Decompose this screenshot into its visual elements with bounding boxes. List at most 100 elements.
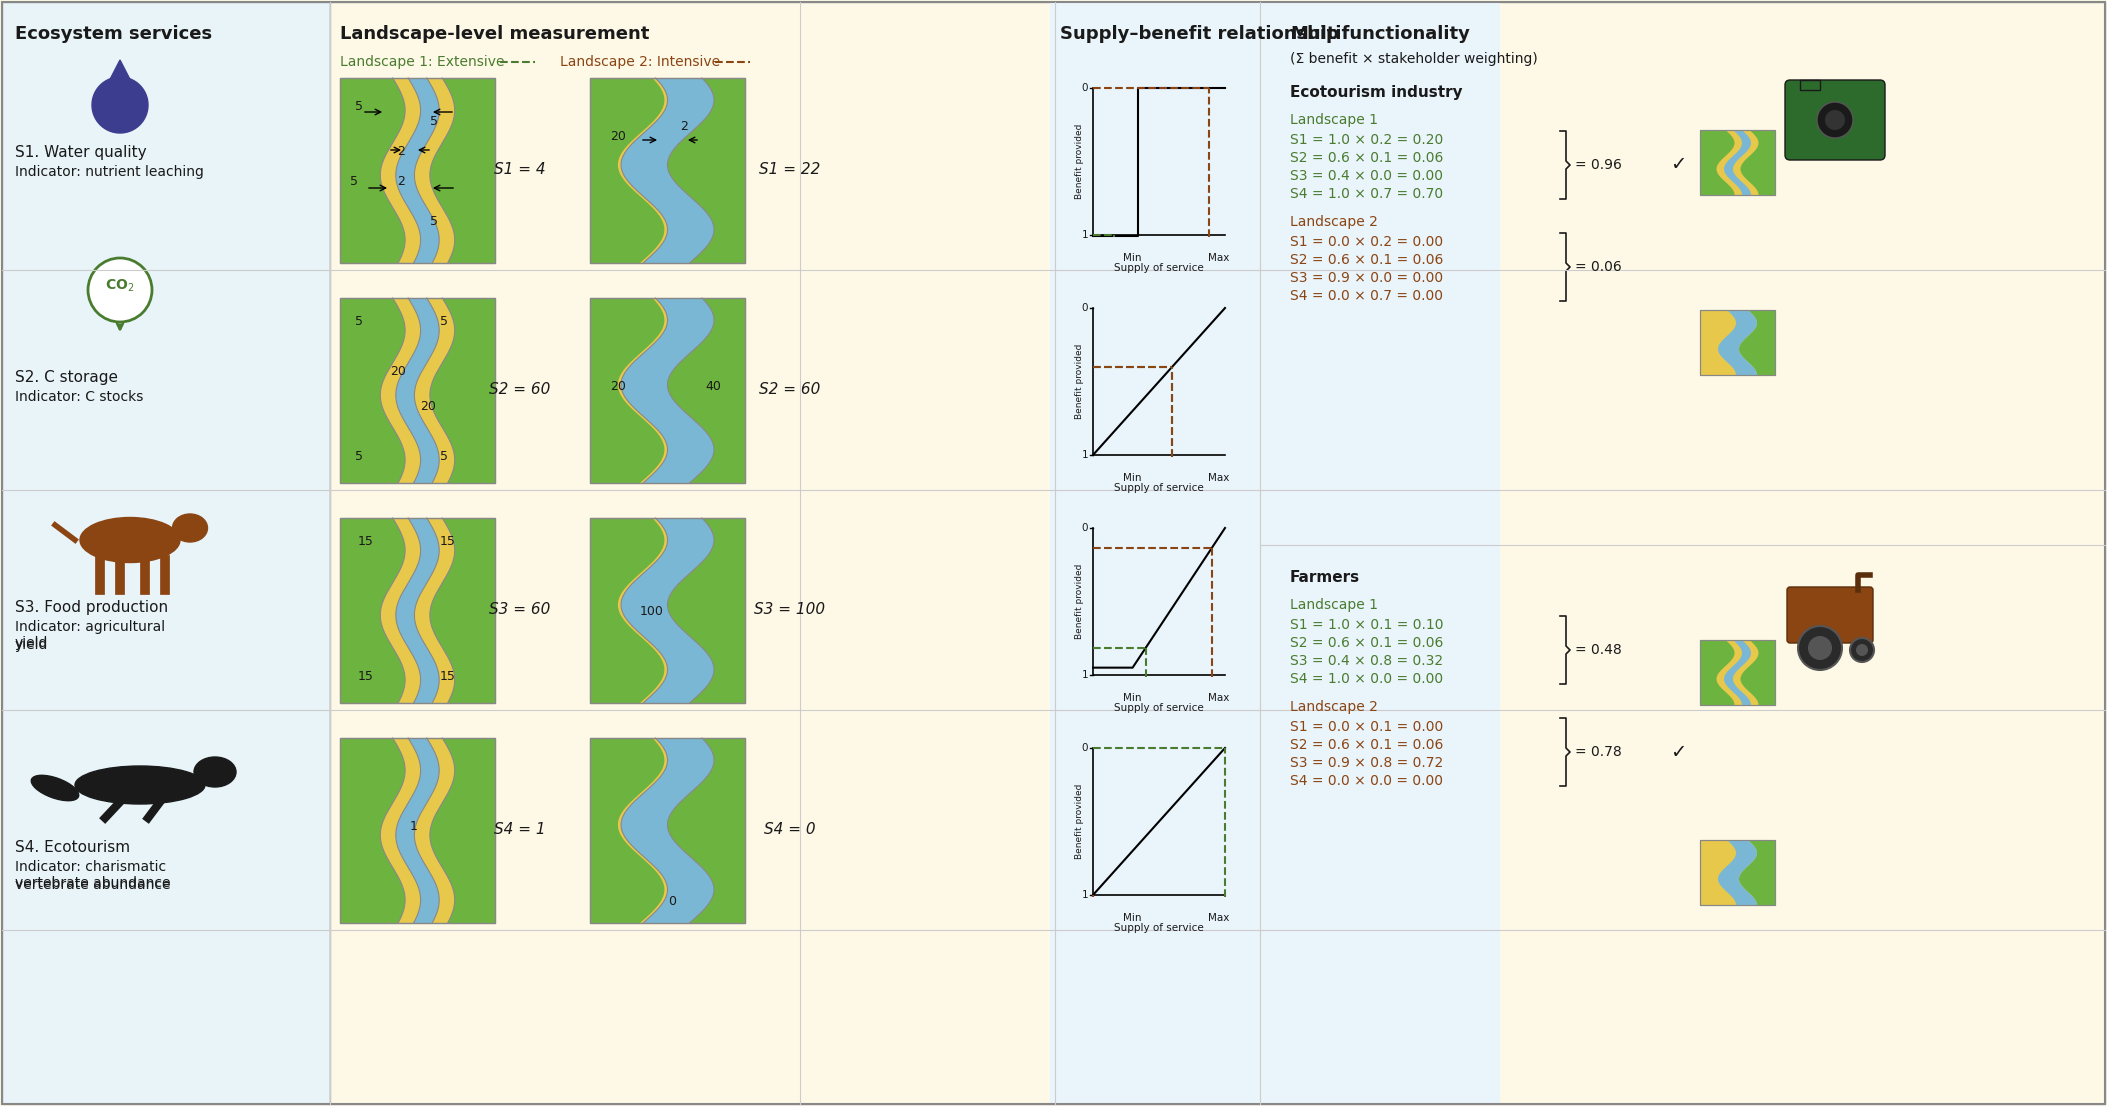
Polygon shape bbox=[430, 518, 495, 703]
Polygon shape bbox=[396, 298, 438, 483]
Polygon shape bbox=[1700, 131, 1734, 195]
Text: S3 = 0.4 × 0.0 = 0.00: S3 = 0.4 × 0.0 = 0.00 bbox=[1289, 169, 1443, 182]
Text: Supply of service: Supply of service bbox=[1115, 703, 1203, 713]
Polygon shape bbox=[1724, 640, 1751, 705]
Text: S1 = 4: S1 = 4 bbox=[495, 163, 546, 177]
Polygon shape bbox=[1738, 310, 1774, 375]
Text: Landscape 2: Landscape 2 bbox=[1289, 700, 1378, 714]
Text: 0: 0 bbox=[668, 895, 676, 908]
FancyBboxPatch shape bbox=[2, 2, 331, 1104]
Text: S2 = 0.6 × 0.1 = 0.06: S2 = 0.6 × 0.1 = 0.06 bbox=[1289, 253, 1443, 267]
Bar bbox=[1064, 520, 1235, 705]
Polygon shape bbox=[1724, 131, 1751, 195]
Text: 100: 100 bbox=[641, 605, 664, 618]
Polygon shape bbox=[668, 518, 746, 703]
Polygon shape bbox=[339, 79, 405, 263]
Bar bbox=[1799, 80, 1820, 90]
Text: Ecosystem services: Ecosystem services bbox=[15, 25, 213, 43]
Text: S4. Ecotourism: S4. Ecotourism bbox=[15, 839, 131, 855]
Polygon shape bbox=[430, 738, 495, 924]
Text: Max: Max bbox=[1207, 473, 1228, 483]
Text: S4 = 1.0 × 0.7 = 0.70: S4 = 1.0 × 0.7 = 0.70 bbox=[1289, 187, 1443, 201]
Bar bbox=[1700, 310, 1774, 375]
Bar bbox=[1700, 839, 1774, 905]
Polygon shape bbox=[622, 79, 714, 263]
Text: S4 = 0: S4 = 0 bbox=[765, 823, 815, 837]
Bar bbox=[1700, 131, 1774, 195]
Text: Min: Min bbox=[1123, 693, 1142, 703]
Bar bbox=[590, 518, 746, 703]
Text: 2: 2 bbox=[396, 145, 405, 158]
Polygon shape bbox=[622, 518, 714, 703]
Text: Max: Max bbox=[1207, 912, 1228, 924]
Text: S3 = 100: S3 = 100 bbox=[754, 603, 826, 617]
Text: Landscape 2: Intensive: Landscape 2: Intensive bbox=[560, 55, 721, 69]
Circle shape bbox=[1856, 644, 1869, 656]
Bar bbox=[339, 738, 495, 924]
Bar bbox=[590, 518, 746, 703]
Text: 5: 5 bbox=[440, 315, 449, 328]
Text: S2 = 0.6 × 0.1 = 0.06: S2 = 0.6 × 0.1 = 0.06 bbox=[1289, 152, 1443, 165]
Text: Supply of service: Supply of service bbox=[1115, 483, 1203, 493]
Text: 2: 2 bbox=[681, 119, 687, 133]
FancyBboxPatch shape bbox=[1049, 2, 1500, 1104]
Circle shape bbox=[1850, 638, 1873, 662]
Text: ✓: ✓ bbox=[1671, 742, 1686, 762]
Bar bbox=[339, 298, 495, 483]
Text: 1: 1 bbox=[1081, 670, 1087, 680]
Text: Farmers: Farmers bbox=[1289, 570, 1361, 585]
Text: 5: 5 bbox=[430, 215, 438, 228]
Polygon shape bbox=[590, 518, 664, 703]
Text: 20: 20 bbox=[611, 380, 626, 393]
Text: Supply–benefit relationship: Supply–benefit relationship bbox=[1060, 25, 1338, 43]
Bar bbox=[339, 79, 495, 263]
Polygon shape bbox=[668, 298, 746, 483]
Text: Benefit provided: Benefit provided bbox=[1075, 564, 1085, 639]
Text: Landscape 1: Landscape 1 bbox=[1289, 598, 1378, 612]
Text: 0: 0 bbox=[1081, 743, 1087, 753]
Text: S1 = 1.0 × 0.2 = 0.20: S1 = 1.0 × 0.2 = 0.20 bbox=[1289, 133, 1443, 147]
Polygon shape bbox=[93, 77, 147, 133]
Text: = 0.48: = 0.48 bbox=[1576, 643, 1622, 657]
Polygon shape bbox=[1740, 640, 1774, 705]
Text: Landscape 2: Landscape 2 bbox=[1289, 215, 1378, 229]
Polygon shape bbox=[1700, 640, 1734, 705]
Text: (Σ benefit × stakeholder weighting): (Σ benefit × stakeholder weighting) bbox=[1289, 52, 1538, 66]
Polygon shape bbox=[1717, 839, 1757, 905]
Text: Ecotourism industry: Ecotourism industry bbox=[1289, 85, 1462, 100]
Text: S2 = 60: S2 = 60 bbox=[489, 383, 550, 397]
Text: Supply of service: Supply of service bbox=[1115, 924, 1203, 933]
Text: 5: 5 bbox=[354, 315, 362, 328]
Text: S3 = 0.4 × 0.8 = 0.32: S3 = 0.4 × 0.8 = 0.32 bbox=[1289, 654, 1443, 668]
Text: yield: yield bbox=[15, 638, 48, 653]
Text: S4 = 0.0 × 0.0 = 0.00: S4 = 0.0 × 0.0 = 0.00 bbox=[1289, 774, 1443, 787]
Polygon shape bbox=[430, 79, 495, 263]
Ellipse shape bbox=[173, 514, 206, 542]
Bar bbox=[590, 298, 746, 483]
Polygon shape bbox=[590, 738, 664, 924]
Text: 0: 0 bbox=[1081, 523, 1087, 533]
Text: Benefit provided: Benefit provided bbox=[1075, 344, 1085, 419]
Text: S4 = 1.0 × 0.0 = 0.00: S4 = 1.0 × 0.0 = 0.00 bbox=[1289, 672, 1443, 686]
Text: 0: 0 bbox=[1081, 303, 1087, 313]
Ellipse shape bbox=[32, 775, 78, 801]
Polygon shape bbox=[622, 738, 714, 924]
Text: S2 = 0.6 × 0.1 = 0.06: S2 = 0.6 × 0.1 = 0.06 bbox=[1289, 738, 1443, 752]
Text: 5: 5 bbox=[350, 175, 358, 188]
Text: S4 = 0.0 × 0.7 = 0.00: S4 = 0.0 × 0.7 = 0.00 bbox=[1289, 289, 1443, 303]
Text: 5: 5 bbox=[430, 115, 438, 128]
Text: Min: Min bbox=[1123, 912, 1142, 924]
Text: 1: 1 bbox=[411, 820, 417, 833]
Bar bbox=[339, 738, 495, 924]
Polygon shape bbox=[339, 738, 405, 924]
Text: S1 = 22: S1 = 22 bbox=[759, 163, 822, 177]
Circle shape bbox=[1797, 626, 1842, 670]
Text: Min: Min bbox=[1123, 253, 1142, 263]
Circle shape bbox=[88, 258, 152, 322]
Text: 1: 1 bbox=[1081, 890, 1087, 900]
Polygon shape bbox=[1738, 839, 1774, 905]
Text: 5: 5 bbox=[440, 450, 449, 463]
Polygon shape bbox=[668, 738, 746, 924]
Text: Min: Min bbox=[1123, 473, 1142, 483]
Bar bbox=[1064, 740, 1235, 925]
